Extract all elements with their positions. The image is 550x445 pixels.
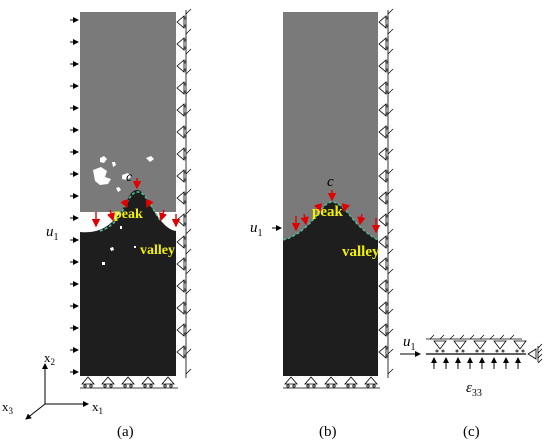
panel-a-crack-label: c	[126, 170, 133, 185]
panel-b-bottom-supports	[283, 377, 380, 388]
panel-b-right-hatch	[388, 9, 393, 374]
panel-a-right-supports	[177, 10, 186, 378]
panel-a-valley-label: valley	[140, 243, 175, 258]
panel-b-peak-label: peak	[312, 204, 344, 220]
panel-a-load-arrows	[70, 20, 78, 372]
panel-a-bottom-supports	[80, 377, 178, 388]
panel-a-caption: (a)	[117, 424, 134, 440]
panel-b-caption: (b)	[319, 424, 337, 440]
axis-x2-label: x2	[44, 350, 55, 367]
panel-a: c peak valley u1 (a)	[46, 9, 191, 440]
panel-c-top-ground	[426, 335, 522, 339]
panel-b-right-supports	[379, 10, 388, 378]
panel-a-load-label: u1	[46, 224, 59, 243]
panel-b-crack-label: c	[327, 174, 334, 190]
panel-b-load-label: u1	[250, 220, 263, 239]
panel-c-load-label: u1	[403, 334, 416, 353]
panel-c-end-support	[528, 344, 542, 363]
axis-x3-label: x3	[2, 399, 14, 416]
panel-c-strain-arrows	[434, 358, 518, 369]
panel-b-valley-label: valley	[342, 244, 380, 260]
panel-a-peak-label: peak	[114, 207, 143, 222]
panel-c-strain-label: ε33	[466, 380, 482, 399]
panel-c: u1	[400, 334, 542, 440]
panel-c-supports	[434, 341, 526, 352]
axis-x1-label: x1	[92, 399, 103, 416]
panel-b: c peak valley u1 (b)	[250, 9, 393, 440]
panel-c-caption: (c)	[463, 424, 480, 440]
panel-a-right-hatch	[186, 9, 191, 374]
